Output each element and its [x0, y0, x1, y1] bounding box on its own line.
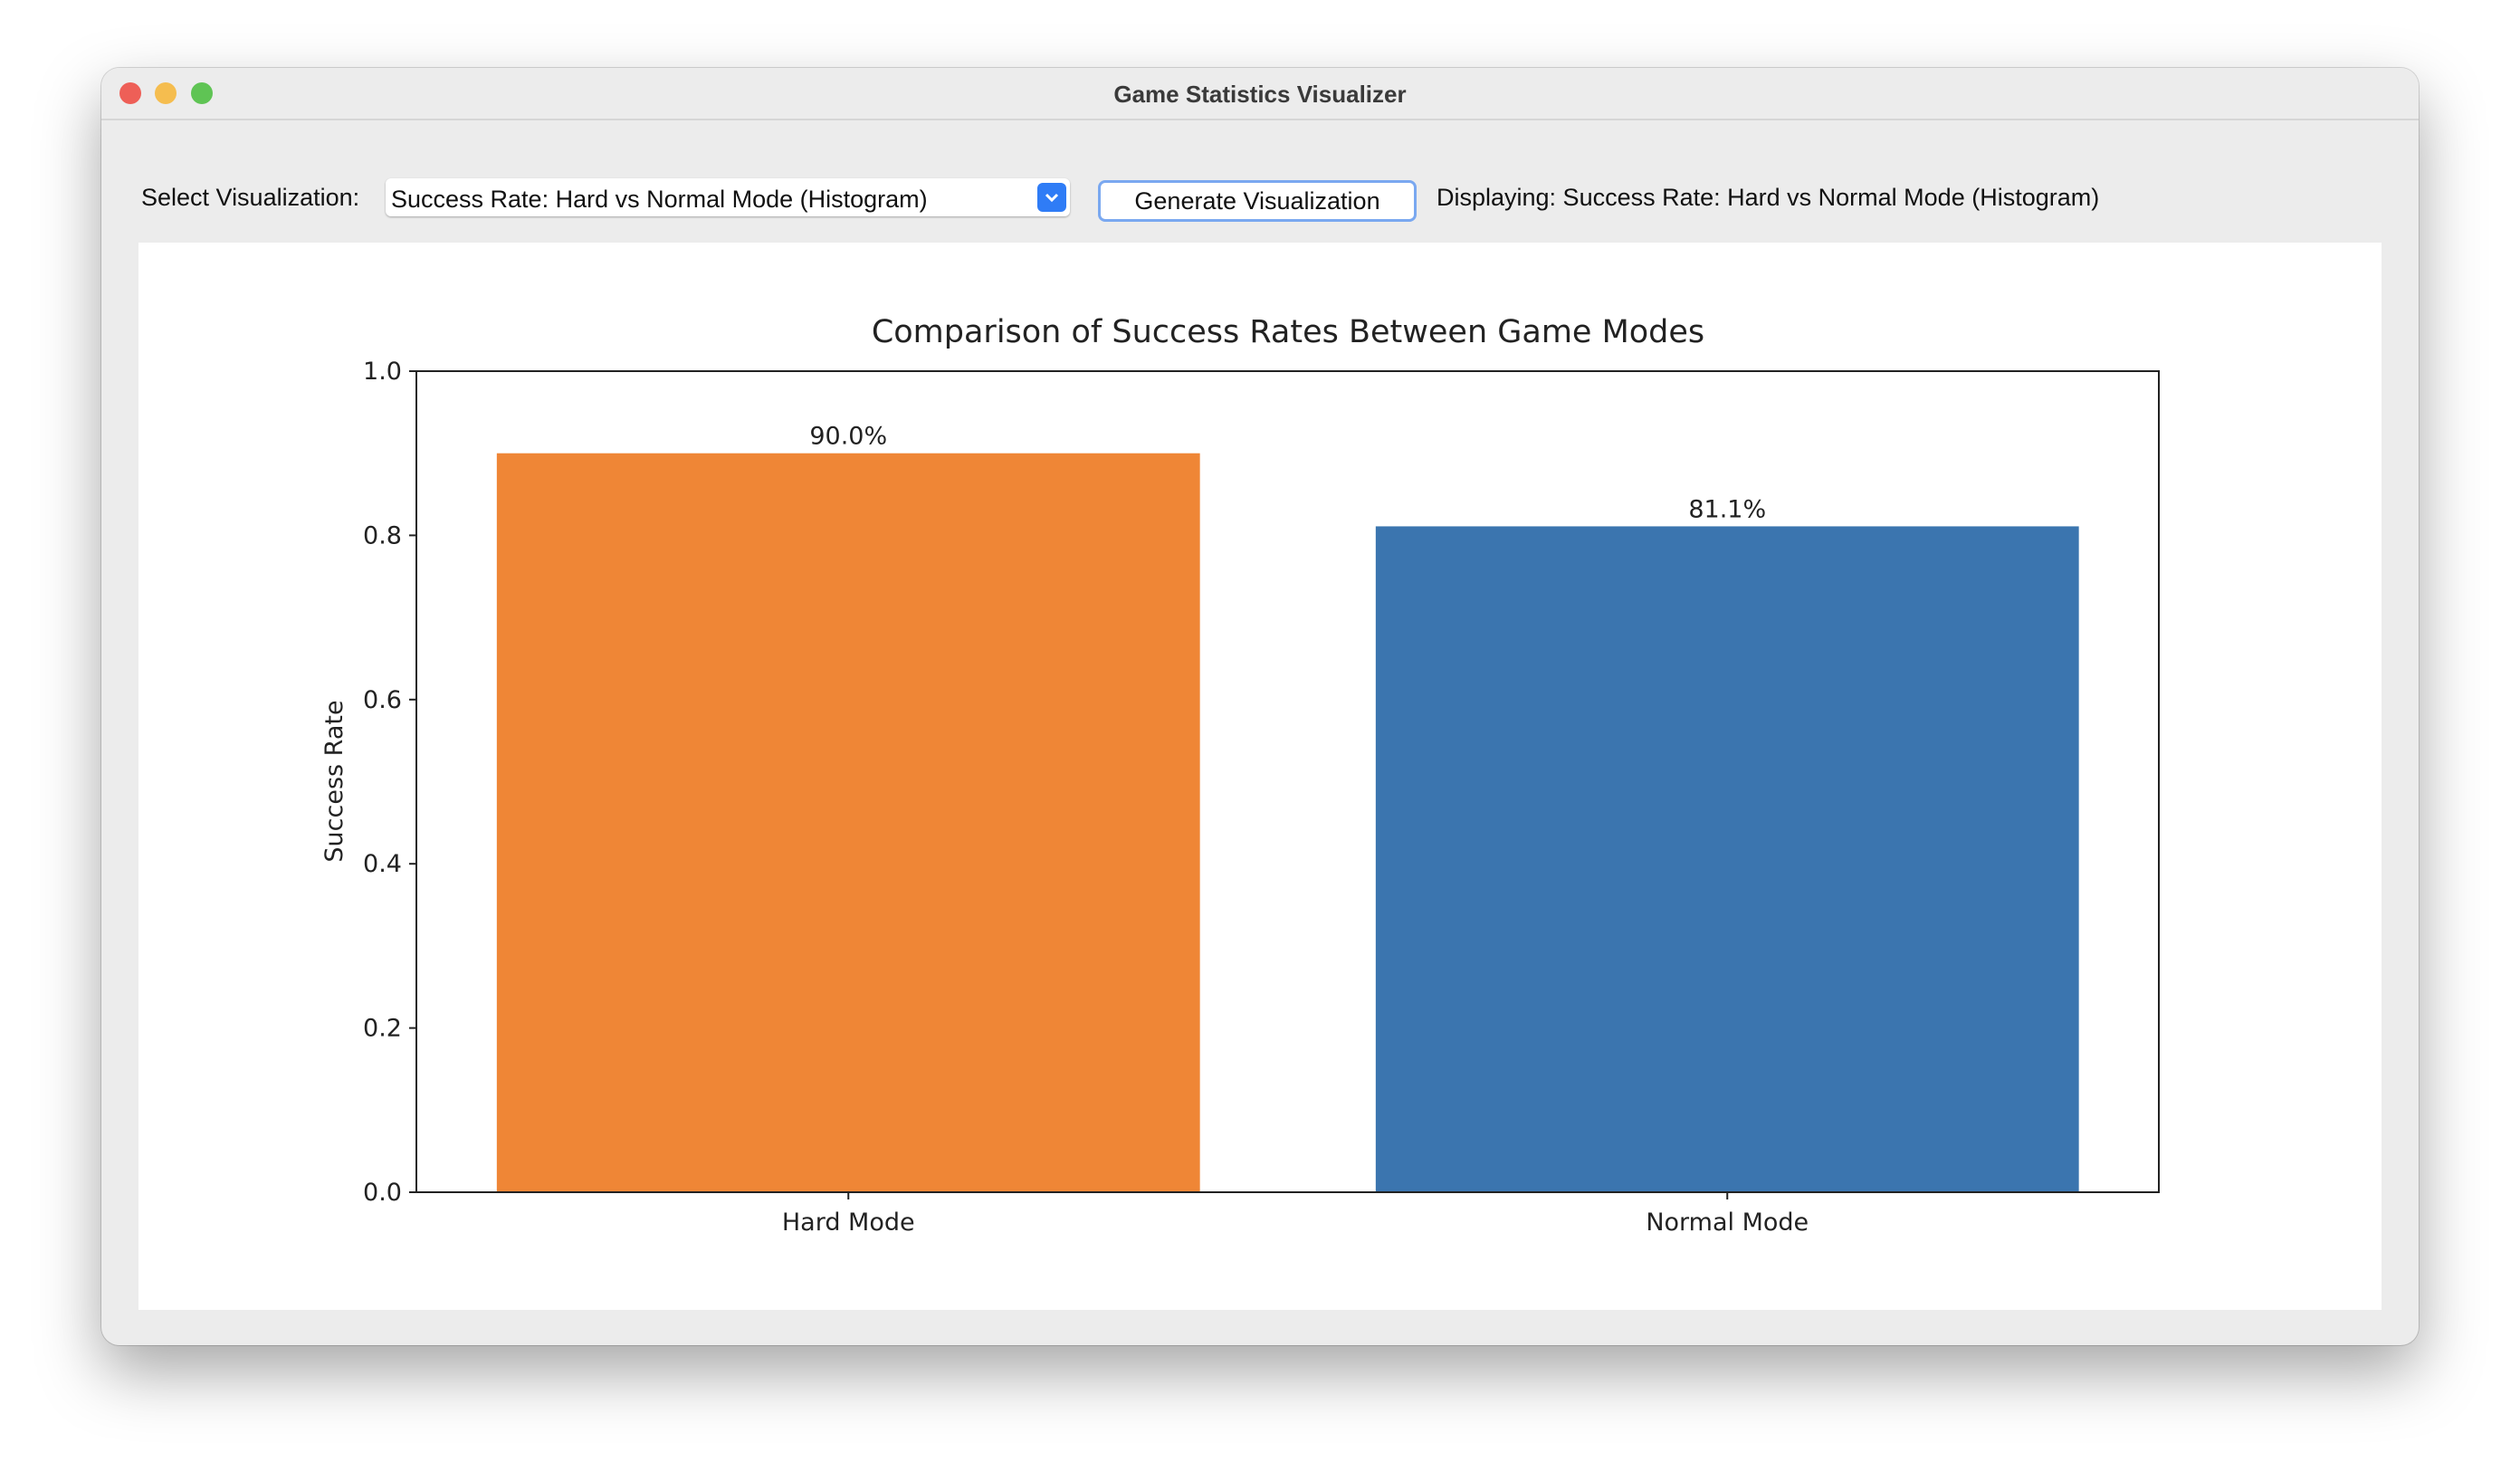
y-tick-label: 0.6	[363, 686, 402, 714]
chevron-icon	[1045, 193, 1059, 203]
select-value: Success Rate: Hard vs Normal Mode (Histo…	[391, 186, 928, 213]
select-label: Select Visualization:	[141, 184, 360, 211]
title-bar: Game Statistics Visualizer	[101, 68, 2419, 120]
x-tick-label: Hard Mode	[782, 1209, 915, 1237]
y-tick-label: 0.4	[363, 850, 402, 878]
x-tick-label: Normal Mode	[1646, 1209, 1809, 1237]
zoom-button[interactable]	[191, 82, 213, 104]
app-window: Game Statistics Visualizer Select Visual…	[101, 68, 2419, 1345]
status-text: Displaying: Success Rate: Hard vs Normal…	[1437, 184, 2100, 211]
plot-area: Comparison of Success Rates Between Game…	[138, 243, 2382, 1310]
select-chevron	[1037, 183, 1066, 212]
y-tick-label: 1.0	[363, 358, 402, 386]
y-tick-label: 0.0	[363, 1179, 402, 1207]
window-title: Game Statistics Visualizer	[1113, 81, 1407, 108]
visualization-select[interactable]: Success Rate: Hard vs Normal Mode (Histo…	[386, 178, 1070, 216]
y-axis-label: Success Rate	[320, 700, 348, 862]
data-label: 90.0%	[809, 423, 887, 451]
data-label: 81.1%	[1688, 495, 1766, 523]
minimize-button[interactable]	[155, 82, 177, 104]
close-button[interactable]	[119, 82, 141, 104]
y-tick-label: 0.8	[363, 521, 402, 549]
axes-frame	[415, 370, 2160, 1193]
bar	[1375, 526, 2079, 1192]
chart-title: Comparison of Success Rates Between Game…	[872, 314, 1704, 350]
bar	[496, 453, 1200, 1192]
y-tick-label: 0.2	[363, 1015, 402, 1043]
chart: Comparison of Success Rates Between Game…	[320, 314, 2160, 1237]
generate-button[interactable]: Generate Visualization	[1098, 180, 1417, 222]
